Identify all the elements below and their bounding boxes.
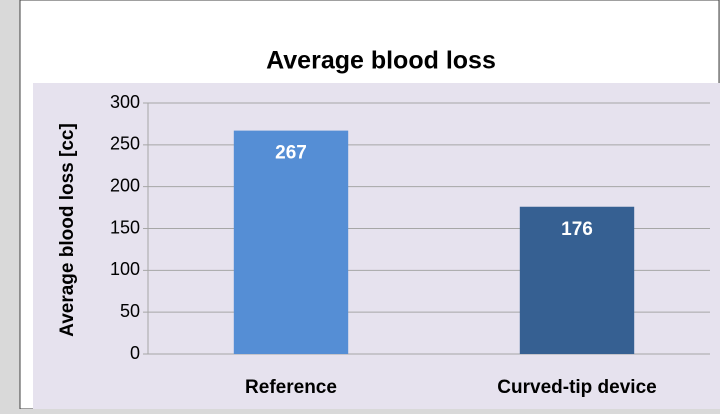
y-tick-label: 0 [130, 343, 140, 363]
data-label: 267 [275, 143, 307, 164]
y-axis-label: Average blood loss [cc] [57, 123, 78, 337]
chart-title: Average blood loss [266, 47, 496, 75]
data-label: 176 [561, 219, 593, 240]
y-tick-label: 100 [110, 259, 140, 279]
y-tick-label: 50 [120, 301, 140, 321]
x-tick-label: Reference [245, 377, 337, 398]
y-tick-label: 250 [110, 134, 140, 154]
y-tick-label: 300 [110, 92, 140, 112]
bar [233, 130, 349, 354]
x-tick-label: Curved-tip device [497, 377, 656, 398]
y-tick-label: 150 [110, 217, 140, 237]
bar [519, 206, 635, 354]
y-tick-label: 200 [110, 175, 140, 195]
